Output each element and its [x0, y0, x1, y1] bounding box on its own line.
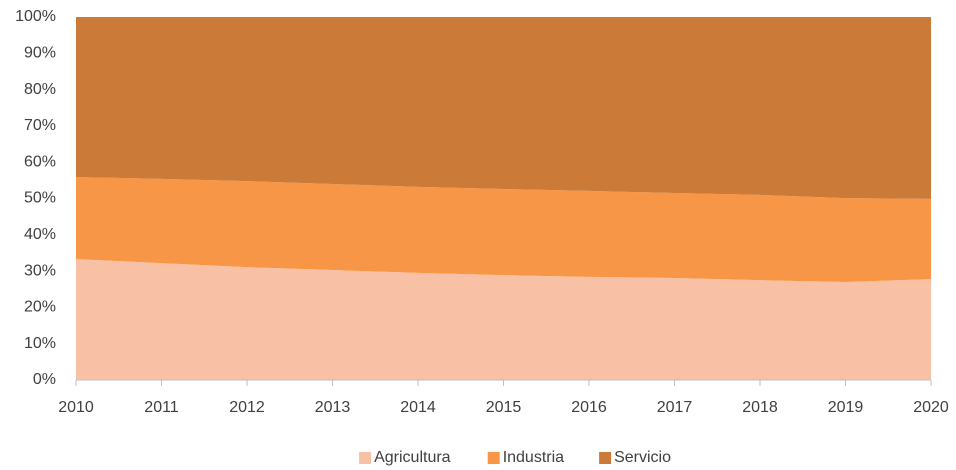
- legend-swatch: [359, 452, 372, 464]
- legend-swatch: [599, 452, 612, 464]
- x-tick-label: 2017: [657, 399, 693, 416]
- x-tick-label: 2010: [58, 399, 94, 416]
- y-tick-label: 80%: [24, 81, 56, 98]
- y-tick-label: 20%: [24, 299, 56, 316]
- x-tick-label: 2019: [828, 399, 864, 416]
- legend-label: Agricultura: [374, 449, 451, 466]
- y-tick-label: 100%: [15, 8, 56, 25]
- area: [76, 259, 931, 380]
- x-tick-label: 2018: [742, 399, 778, 416]
- y-tick-label: 10%: [24, 335, 56, 352]
- x-tick-label: 2012: [229, 399, 265, 416]
- x-tick-label: 2011: [144, 399, 179, 416]
- y-tick-label: 50%: [24, 190, 56, 207]
- legend-label: Industria: [503, 449, 564, 466]
- x-tick-label: 2013: [315, 399, 351, 416]
- y-tick-label: 60%: [24, 153, 56, 170]
- legend-label: Servicio: [614, 449, 671, 466]
- y-tick-label: 30%: [24, 262, 56, 279]
- y-tick-label: 90%: [24, 45, 56, 62]
- x-tick-label: 2015: [486, 399, 522, 416]
- area: [76, 177, 931, 282]
- legend-swatch: [487, 452, 500, 464]
- x-tick-label: 2016: [571, 399, 607, 416]
- area: [76, 17, 931, 199]
- y-tick-label: 0%: [33, 371, 56, 388]
- x-tick-label: 2020: [913, 399, 949, 416]
- y-tick-label: 40%: [24, 226, 56, 243]
- x-tick-label: 2014: [400, 399, 436, 416]
- y-tick-label: 70%: [24, 117, 56, 134]
